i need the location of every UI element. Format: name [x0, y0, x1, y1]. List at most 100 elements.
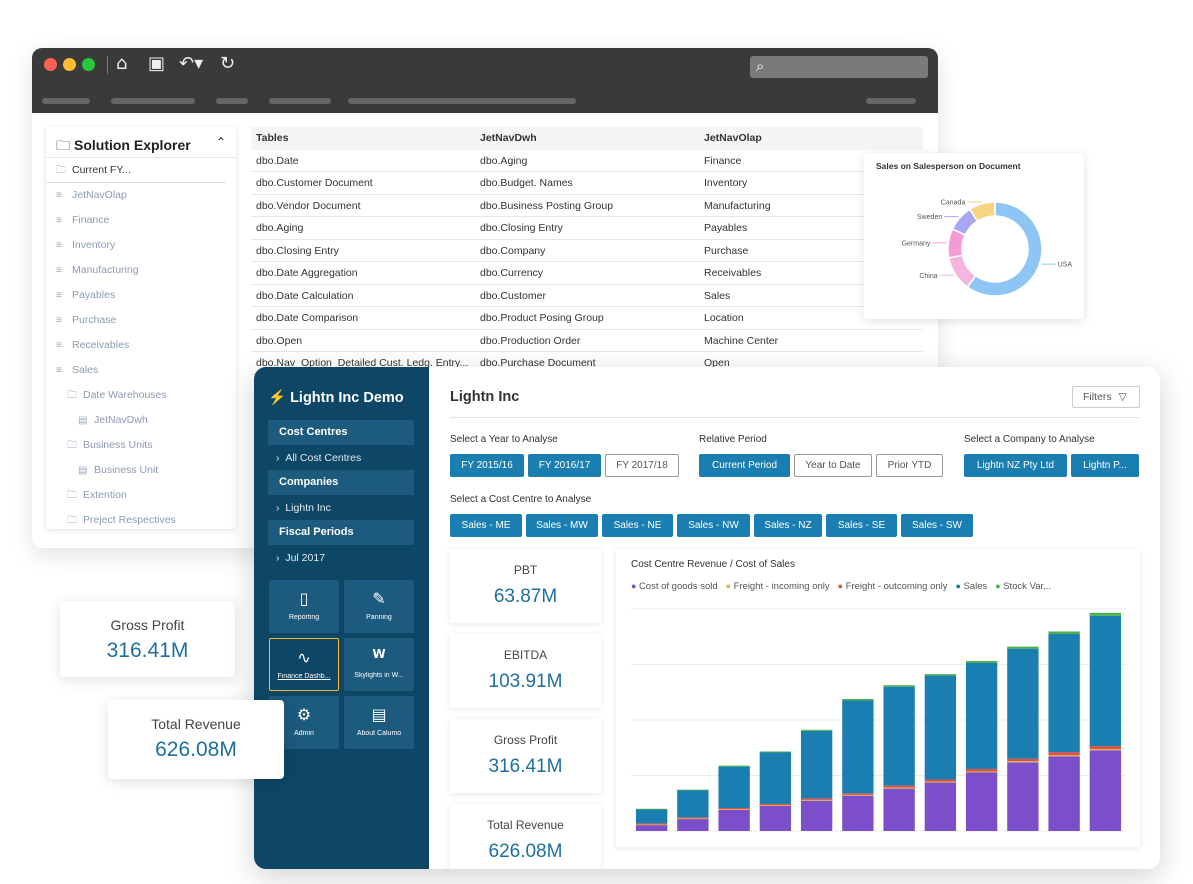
section-cost-centres[interactable]: Cost Centres	[268, 420, 414, 445]
column-header[interactable]: JetNavDwh	[475, 127, 699, 150]
bar-segment[interactable]	[842, 795, 874, 831]
donut-slice[interactable]	[966, 201, 1043, 297]
filter-pill[interactable]: Sales - MW	[526, 514, 598, 537]
bar-segment[interactable]	[1089, 612, 1122, 616]
filter-pill[interactable]: Sales - SW	[901, 514, 973, 537]
donut-slice[interactable]	[968, 201, 996, 223]
tab-placeholder[interactable]	[526, 98, 576, 104]
bar-segment[interactable]	[965, 660, 998, 663]
filter-pill[interactable]: Year to Date	[794, 454, 872, 477]
table-cell[interactable]: dbo.Aging	[475, 150, 699, 172]
bar-segment[interactable]	[718, 766, 750, 808]
bar-segment[interactable]	[1007, 758, 1039, 762]
column-header[interactable]: JetNavOlap	[699, 127, 923, 150]
table-cell[interactable]: dbo.Customer	[475, 285, 699, 307]
filter-pill[interactable]: Current Period	[699, 454, 790, 477]
bar-segment[interactable]	[718, 765, 750, 767]
bar-segment[interactable]	[1007, 761, 1039, 763]
bar-segment[interactable]	[677, 818, 709, 831]
bar-segment[interactable]	[635, 808, 668, 810]
bar-segment[interactable]	[1048, 755, 1080, 757]
tab-placeholder[interactable]	[427, 98, 534, 104]
bar-segment[interactable]	[883, 787, 915, 789]
bar-segment[interactable]	[1089, 615, 1122, 747]
filter-pill[interactable]: Lightn NZ Pty Ltd	[964, 454, 1067, 477]
bar-segment[interactable]	[759, 805, 792, 806]
bar-segment[interactable]	[1048, 634, 1080, 753]
bar-segment[interactable]	[718, 809, 750, 811]
bar-segment[interactable]	[883, 685, 915, 687]
filter-pill[interactable]: FY 2016/17	[528, 454, 601, 477]
tree-item[interactable]: ▤ JetNavDwh	[46, 408, 236, 433]
bar-segment[interactable]	[718, 809, 750, 831]
bar-segment[interactable]	[1007, 646, 1039, 649]
maximize-window-button[interactable]	[82, 58, 95, 71]
bar-segment[interactable]	[1048, 752, 1080, 756]
table-cell[interactable]: Location	[699, 307, 923, 330]
bar-segment[interactable]	[1089, 746, 1122, 750]
tree-item[interactable]: ≡ Inventory	[46, 233, 236, 258]
tree-item[interactable]: 🗀 Current FY...	[46, 158, 226, 183]
bar-segment[interactable]	[1048, 631, 1080, 635]
filter-pill[interactable]: Prior YTD	[876, 454, 943, 477]
bar-segment[interactable]	[883, 788, 915, 831]
table-cell[interactable]: dbo.Date Aggregation	[251, 262, 475, 285]
bar-segment[interactable]	[1089, 749, 1122, 751]
bar-segment[interactable]	[759, 803, 792, 806]
table-cell[interactable]: Inventory	[699, 172, 923, 195]
table-cell[interactable]: dbo.Closing Entry	[251, 240, 475, 262]
tree-item[interactable]: ≡ Manufacturing	[46, 258, 236, 283]
tile-panning[interactable]: ✎ Panning	[344, 580, 414, 633]
filter-pill[interactable]: FY 2017/18	[605, 454, 679, 477]
legend-item[interactable]: ● Sales	[956, 581, 988, 592]
table-cell[interactable]: dbo.Business Posting Group	[475, 195, 699, 217]
table-cell[interactable]: dbo.Date Comparison	[251, 307, 475, 330]
sort-toggle-icon[interactable]: ⌃	[215, 135, 226, 149]
sidebar-item-lightn-inc[interactable]: › Lightn Inc	[276, 502, 331, 514]
bar-segment[interactable]	[842, 699, 874, 701]
donut-slice[interactable]	[947, 254, 977, 289]
legend-item[interactable]: ● Freight - outcoming only	[838, 581, 948, 592]
bar-segment[interactable]	[924, 782, 957, 831]
bar-segment[interactable]	[635, 824, 668, 831]
bar-segment[interactable]	[1048, 756, 1080, 831]
tab-placeholder[interactable]	[348, 98, 432, 104]
table-cell[interactable]: dbo.Company	[475, 240, 699, 262]
bar-segment[interactable]	[965, 772, 998, 831]
bar-segment[interactable]	[635, 824, 668, 826]
filter-pill[interactable]: Sales - NE	[602, 514, 673, 537]
tree-item[interactable]: 🗀 Date Warehouses	[46, 383, 236, 408]
bar-segment[interactable]	[965, 768, 998, 772]
section-companies[interactable]: Companies	[268, 470, 414, 495]
bar-segment[interactable]	[800, 730, 833, 799]
filters-button[interactable]: Filters ▽	[1072, 386, 1140, 408]
table-cell[interactable]: dbo.Production Order	[475, 330, 699, 352]
tree-item[interactable]: 🗀 Extention	[46, 483, 236, 508]
tree-item[interactable]: ≡ Purchase	[46, 308, 236, 333]
table-cell[interactable]: dbo.Open	[251, 330, 475, 352]
tab-placeholder[interactable]	[216, 98, 248, 104]
legend-item[interactable]: ● Stock Var...	[995, 581, 1051, 592]
table-cell[interactable]: Payables	[699, 217, 923, 240]
table-cell[interactable]: Finance	[699, 150, 923, 172]
table-cell[interactable]: Purchase	[699, 240, 923, 262]
bar-segment[interactable]	[800, 798, 833, 800]
bar-segment[interactable]	[965, 771, 998, 773]
bar-segment[interactable]	[759, 752, 792, 804]
table-cell[interactable]: dbo.Date	[251, 150, 475, 172]
close-window-button[interactable]	[44, 58, 57, 71]
bar-segment[interactable]	[677, 817, 709, 819]
tree-item[interactable]: 🗀 Preject Respectives	[46, 508, 236, 529]
bar-segment[interactable]	[924, 779, 957, 782]
tree-item[interactable]: ≡ Sales	[46, 358, 236, 383]
table-cell[interactable]: dbo.Currency	[475, 262, 699, 285]
bar-segment[interactable]	[842, 794, 874, 796]
legend-item[interactable]: ● Cost of goods sold	[631, 581, 718, 592]
tree-item[interactable]: ≡ Receivables	[46, 333, 236, 358]
table-cell[interactable]: dbo.Customer Document	[251, 172, 475, 195]
bar-segment[interactable]	[842, 793, 874, 795]
bar-segment[interactable]	[677, 789, 709, 791]
home-icon[interactable]: ⌂	[116, 53, 128, 74]
bar-segment[interactable]	[759, 805, 792, 831]
bar-segment[interactable]	[635, 809, 668, 824]
